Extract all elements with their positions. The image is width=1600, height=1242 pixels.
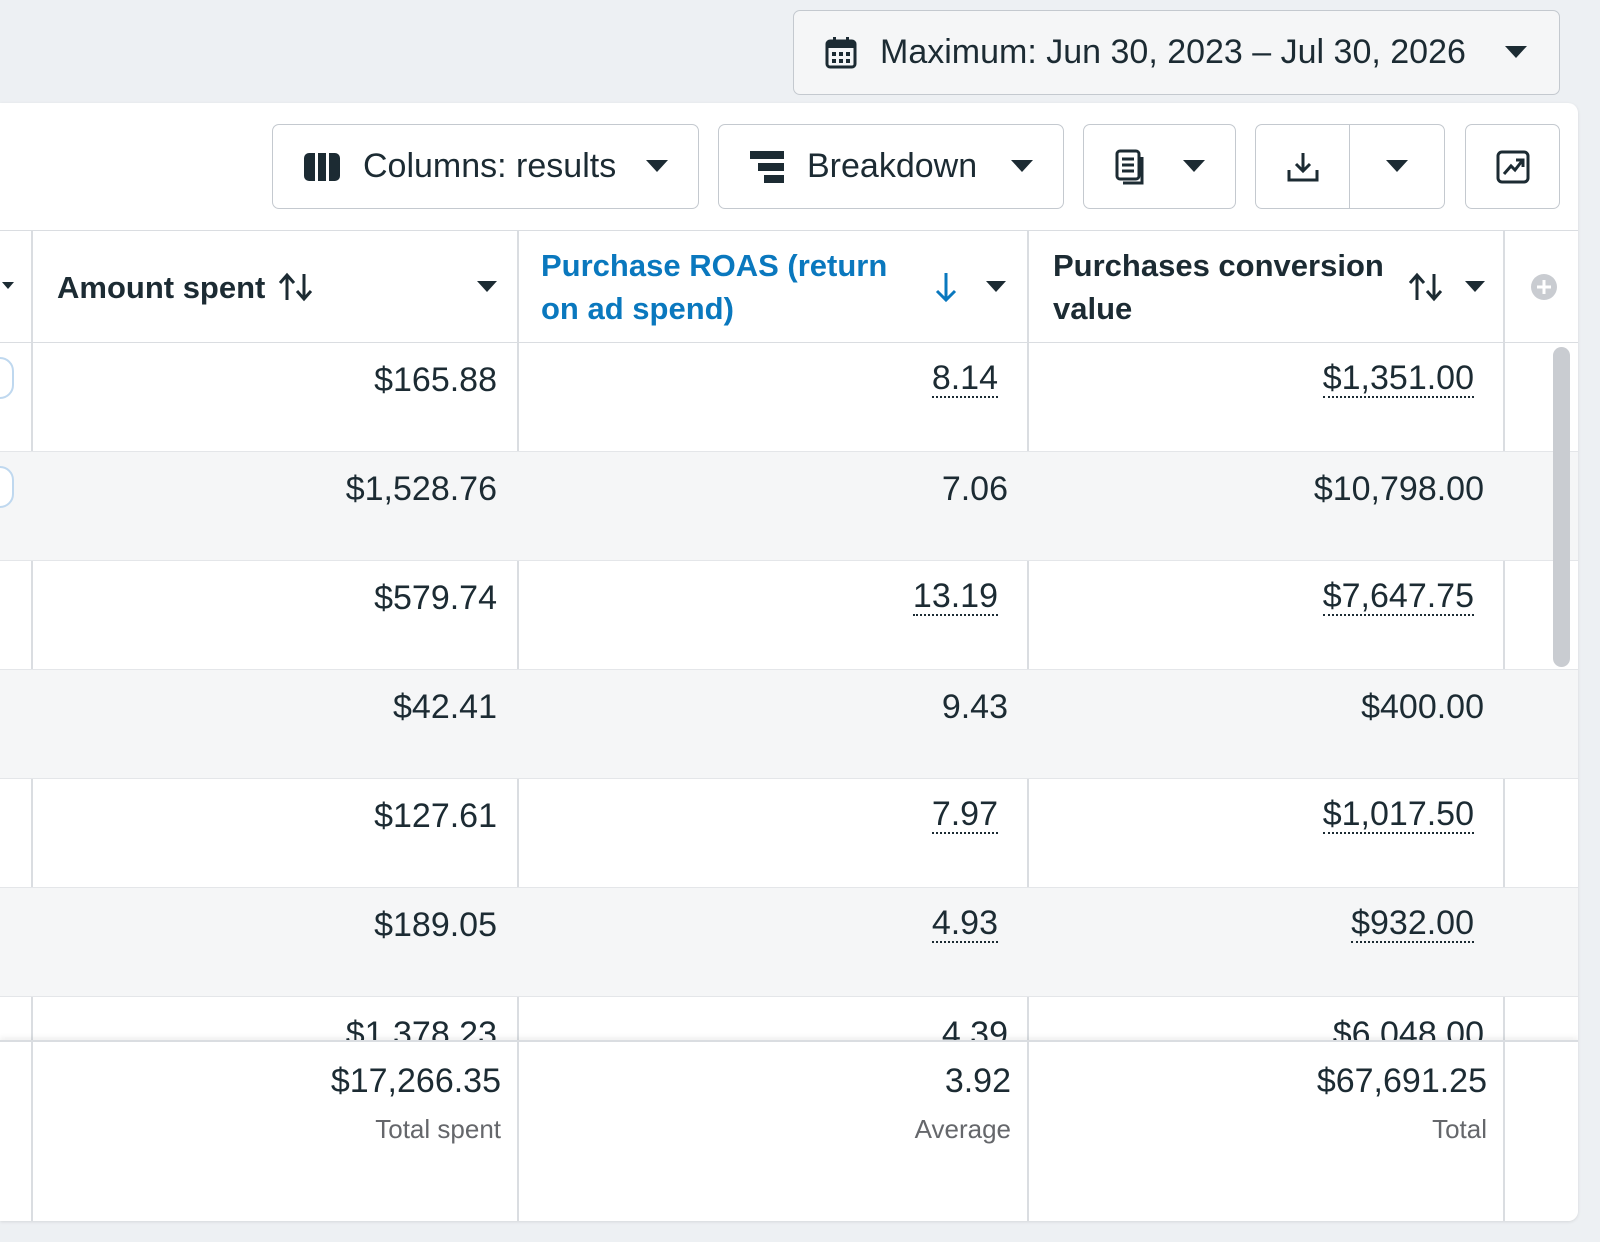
roas-cell[interactable]: 13.19 bbox=[912, 577, 998, 616]
row-toggle[interactable] bbox=[0, 466, 14, 508]
column-header-label: Purchases conversion value bbox=[1053, 248, 1384, 326]
conversion-value-cell: $6,048.00 bbox=[1332, 1015, 1484, 1040]
caret-down-icon bbox=[1386, 159, 1408, 174]
chart-icon bbox=[1496, 150, 1530, 184]
conversion-value-cell[interactable]: $1,351.00 bbox=[1322, 359, 1474, 398]
amount-spent-cell: $165.88 bbox=[374, 361, 497, 399]
caret-down-icon bbox=[1011, 159, 1033, 174]
column-header-purchase-roas[interactable]: Purchase ROAS (return on ad spend) bbox=[541, 231, 1011, 343]
download-icon bbox=[1286, 150, 1320, 184]
table-row[interactable]: $189.05 4.93 $932.00 bbox=[0, 888, 1578, 997]
table-header: Amount spent Purchase ROAS (return on ad… bbox=[0, 231, 1578, 343]
column-divider bbox=[1027, 1042, 1029, 1221]
table-row[interactable]: $127.61 7.97 $1,017.50 bbox=[0, 779, 1578, 888]
caret-down-icon bbox=[646, 159, 668, 174]
total-amount-spent-caption: Total spent bbox=[375, 1114, 501, 1144]
conversion-value-cell[interactable]: $1,017.50 bbox=[1322, 795, 1474, 834]
export-options-button[interactable] bbox=[1350, 125, 1444, 208]
export-button-group bbox=[1255, 124, 1445, 209]
amount-spent-cell: $1,528.76 bbox=[345, 470, 497, 508]
column-header-purchases-conversion-value[interactable]: Purchases conversion value bbox=[1053, 231, 1493, 343]
conversion-value-cell: $10,798.00 bbox=[1313, 470, 1484, 508]
reports-icon bbox=[1114, 149, 1148, 185]
amount-spent-cell: $42.41 bbox=[393, 688, 497, 726]
add-column-icon[interactable] bbox=[1530, 273, 1558, 301]
sort-icon[interactable] bbox=[1407, 272, 1445, 302]
table-row[interactable]: $42.41 9.43 $400.00 bbox=[0, 670, 1578, 779]
roas-cell[interactable]: 8.14 bbox=[931, 359, 998, 398]
vertical-scrollbar[interactable] bbox=[1553, 347, 1570, 667]
table-row[interactable]: $1,528.76 7.06 $10,798.00 bbox=[0, 452, 1578, 561]
columns-button[interactable]: Columns: results bbox=[272, 124, 699, 209]
sort-descending-icon[interactable] bbox=[934, 271, 958, 303]
caret-down-icon[interactable] bbox=[2, 280, 14, 294]
table-row[interactable]: $1,378.23 4.39 $6,048.00 bbox=[0, 997, 1578, 1040]
column-header-label: Amount spent bbox=[57, 269, 266, 305]
amount-spent-cell: $127.61 bbox=[374, 797, 497, 835]
table-summary-row: $17,266.35 Total spent 3.92 Average $67,… bbox=[0, 1040, 1578, 1221]
total-amount-spent: $17,266.35 bbox=[330, 1062, 501, 1100]
results-table: Amount spent Purchase ROAS (return on ad… bbox=[0, 230, 1578, 1221]
roas-cell: 4.39 bbox=[941, 1015, 1008, 1040]
amount-spent-cell: $579.74 bbox=[374, 579, 497, 617]
breakdown-label: Breakdown bbox=[807, 147, 978, 185]
average-roas: 3.92 bbox=[944, 1062, 1011, 1100]
column-divider bbox=[31, 1042, 33, 1221]
export-button[interactable] bbox=[1256, 125, 1350, 208]
table-row[interactable]: $579.74 13.19 $7,647.75 bbox=[0, 561, 1578, 670]
amount-spent-cell: $1,378.23 bbox=[345, 1015, 497, 1040]
roas-cell[interactable]: 4.93 bbox=[931, 904, 998, 943]
column-divider bbox=[1503, 1042, 1505, 1221]
reports-button[interactable] bbox=[1083, 124, 1236, 209]
caret-down-icon bbox=[1505, 45, 1527, 60]
chart-button[interactable] bbox=[1465, 124, 1560, 209]
row-toggle[interactable] bbox=[0, 357, 14, 399]
amount-spent-cell: $189.05 bbox=[374, 906, 497, 944]
roas-cell[interactable]: 7.97 bbox=[931, 795, 998, 834]
calendar-icon bbox=[824, 36, 858, 70]
roas-cell: 9.43 bbox=[941, 688, 1008, 726]
columns-icon bbox=[303, 152, 341, 182]
table-body: $165.88 8.14 $1,351.00 $1,528.76 7.06 $1… bbox=[0, 343, 1578, 1040]
conversion-value-cell[interactable]: $7,647.75 bbox=[1322, 577, 1474, 616]
date-range-button[interactable]: Maximum: Jun 30, 2023 – Jul 30, 2026 bbox=[793, 10, 1560, 95]
column-header-label: Purchase ROAS (return on ad spend) bbox=[541, 248, 888, 326]
caret-down-icon[interactable] bbox=[986, 281, 1006, 293]
total-conversion-value-caption: Total bbox=[1432, 1114, 1487, 1144]
table-row[interactable]: $165.88 8.14 $1,351.00 bbox=[0, 343, 1578, 452]
date-range-label: Maximum: Jun 30, 2023 – Jul 30, 2026 bbox=[880, 33, 1466, 71]
column-header-amount-spent[interactable]: Amount spent bbox=[57, 231, 497, 343]
columns-label: Columns: results bbox=[363, 147, 617, 185]
breakdown-button[interactable]: Breakdown bbox=[718, 124, 1064, 209]
breakdown-icon bbox=[749, 150, 785, 184]
sort-icon[interactable] bbox=[277, 272, 315, 302]
caret-down-icon[interactable] bbox=[1465, 281, 1485, 293]
total-conversion-value: $67,691.25 bbox=[1316, 1062, 1487, 1100]
conversion-value-cell: $400.00 bbox=[1361, 688, 1484, 726]
conversion-value-cell[interactable]: $932.00 bbox=[1351, 904, 1474, 943]
caret-down-icon[interactable] bbox=[477, 281, 497, 293]
reporting-panel: Columns: results Breakdown bbox=[0, 103, 1578, 1221]
column-divider bbox=[517, 1042, 519, 1221]
average-roas-caption: Average bbox=[914, 1114, 1011, 1144]
roas-cell: 7.06 bbox=[941, 470, 1008, 508]
caret-down-icon bbox=[1183, 159, 1205, 174]
